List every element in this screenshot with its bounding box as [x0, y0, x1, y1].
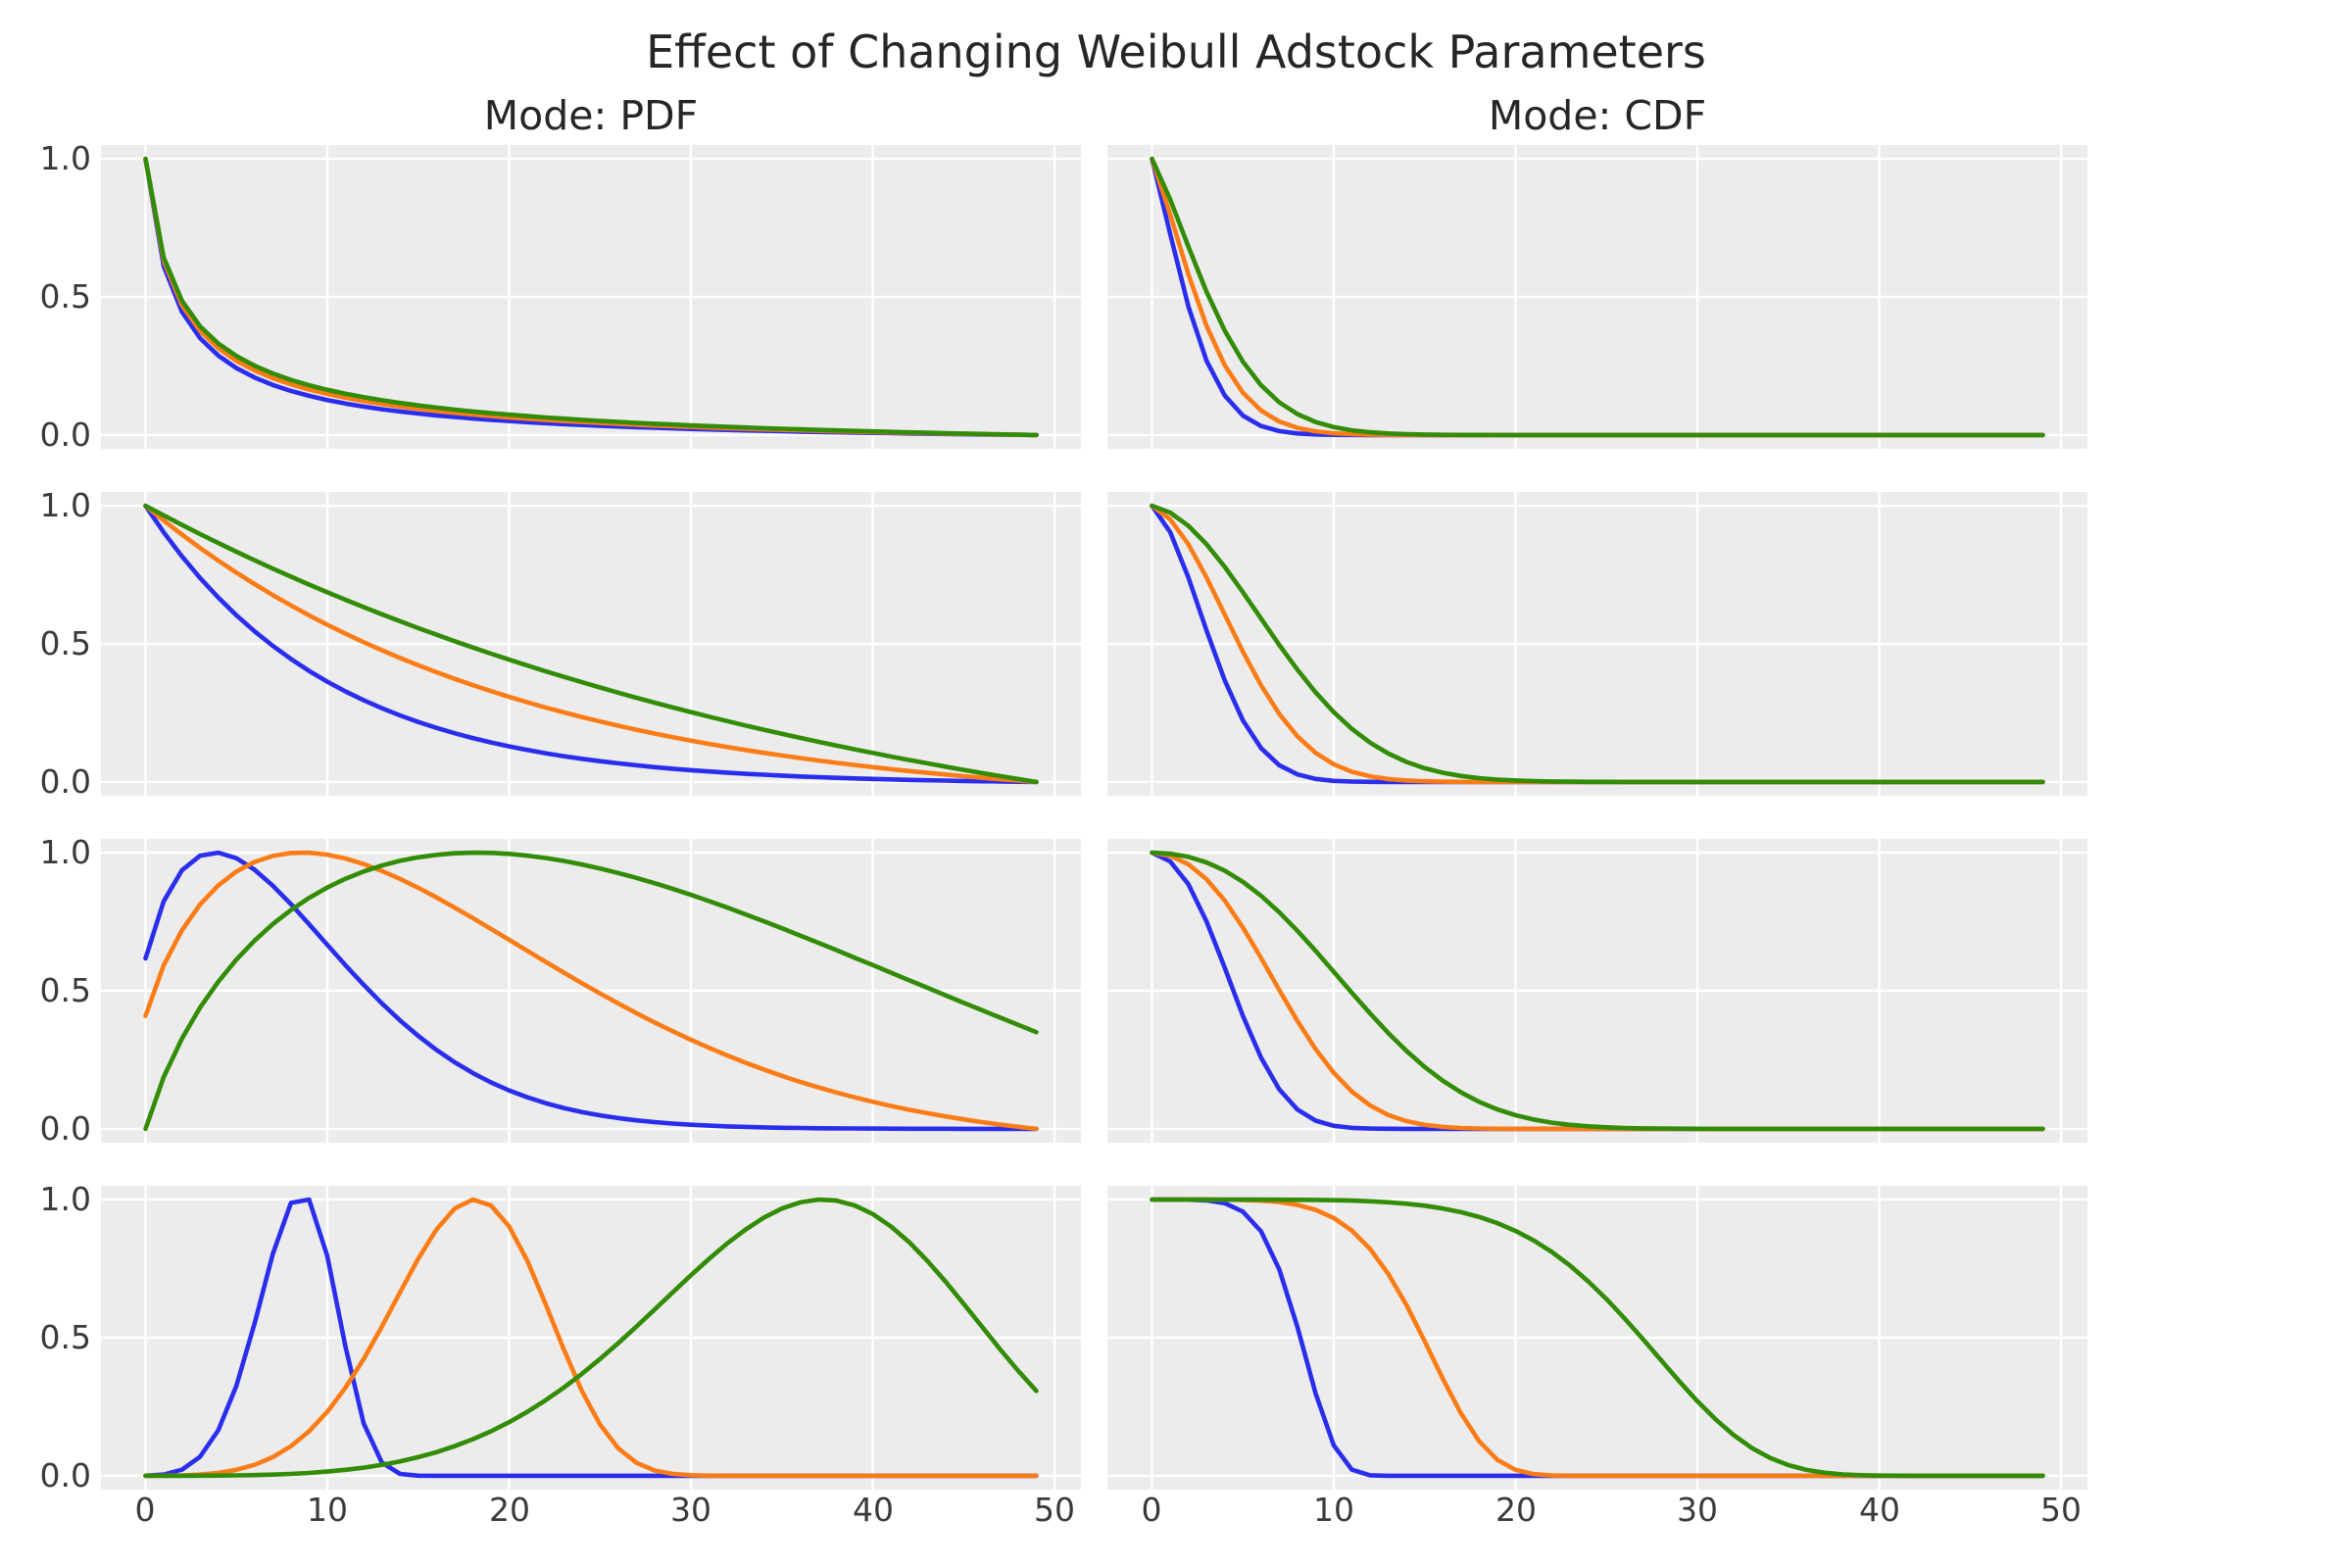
series-line-lam-20-row3-pdf — [143, 850, 1039, 1132]
plot-area-row4-cdf — [1107, 1186, 2087, 1490]
grid-lines — [101, 145, 1081, 449]
x-tick-label: 0 — [1141, 1491, 1162, 1529]
x-tick-label: 40 — [853, 1491, 894, 1529]
series-line-lam-40-row3-cdf — [1150, 850, 2045, 1132]
y-tick-label: 0.5 — [39, 1318, 91, 1356]
subplot-column-title-cdf: Mode: CDF — [1488, 92, 1707, 139]
y-tick-label: 1.0 — [39, 486, 91, 524]
subplot-row3-cdf — [1107, 839, 2087, 1143]
x-tick-label: 50 — [2040, 1491, 2082, 1529]
subplot-row4-pdf — [101, 1186, 1081, 1490]
figure-title: Effect of Changing Weibull Adstock Param… — [646, 25, 1706, 78]
plot-area-row4-pdf — [101, 1186, 1081, 1490]
x-tick-label: 0 — [134, 1491, 156, 1529]
plot-area-row1-cdf — [1107, 145, 2087, 449]
y-tick-label: 0.5 — [39, 971, 91, 1009]
grid-lines — [1107, 492, 2087, 796]
subplot-column-title-pdf: Mode: PDF — [483, 92, 699, 139]
series-line-lam-40-row3-pdf — [143, 850, 1039, 1132]
y-tick-label: 0.0 — [39, 1456, 91, 1494]
series-line-lam-40-row1-pdf — [143, 156, 1039, 438]
series-line-lam-40-row4-pdf — [143, 1197, 1039, 1479]
grid-lines — [1107, 1186, 2087, 1490]
series-line-lam-40-row4-cdf — [1150, 1197, 2045, 1479]
plot-area-row2-pdf — [101, 492, 1081, 796]
x-tick-label: 50 — [1034, 1491, 1075, 1529]
x-tick-label: 10 — [1313, 1491, 1354, 1529]
subplot-row1-pdf — [101, 145, 1081, 449]
y-tick-label: 1.0 — [39, 139, 91, 177]
subplot-row1-cdf — [1107, 145, 2087, 449]
y-tick-label: 0.0 — [39, 416, 91, 454]
plot-area-row2-cdf — [1107, 492, 2087, 796]
series-line-lam-20-row4-pdf — [143, 1197, 1039, 1479]
y-tick-label: 0.0 — [39, 762, 91, 801]
grid-lines — [101, 492, 1081, 796]
plot-area-row3-pdf — [101, 839, 1081, 1143]
series-line-lam-40-row1-cdf — [1150, 156, 2045, 438]
series-line-lam-20-row2-pdf — [143, 503, 1039, 785]
plot-area-row1-pdf — [101, 145, 1081, 449]
y-tick-label: 1.0 — [39, 1180, 91, 1218]
x-tick-label: 40 — [1859, 1491, 1900, 1529]
subplot-row2-cdf — [1107, 492, 2087, 796]
x-tick-label: 20 — [489, 1491, 530, 1529]
x-tick-label: 30 — [1677, 1491, 1718, 1529]
series-line-lam-40-row2-cdf — [1150, 503, 2045, 785]
series-line-lam-40-row2-pdf — [143, 503, 1039, 785]
plot-area-row3-cdf — [1107, 839, 2087, 1143]
subplot-row3-pdf — [101, 839, 1081, 1143]
x-tick-label: 10 — [307, 1491, 348, 1529]
series-line-lam-10-row2-pdf — [143, 503, 1039, 785]
y-tick-label: 0.5 — [39, 277, 91, 316]
subplot-row2-pdf — [101, 492, 1081, 796]
grid-lines — [101, 1186, 1081, 1490]
y-tick-label: 1.0 — [39, 833, 91, 871]
y-tick-label: 0.5 — [39, 624, 91, 662]
subplot-row4-cdf — [1107, 1186, 2087, 1490]
grid-lines — [1107, 839, 2087, 1143]
y-tick-label: 0.0 — [39, 1109, 91, 1148]
x-tick-label: 20 — [1495, 1491, 1537, 1529]
x-tick-label: 30 — [670, 1491, 711, 1529]
